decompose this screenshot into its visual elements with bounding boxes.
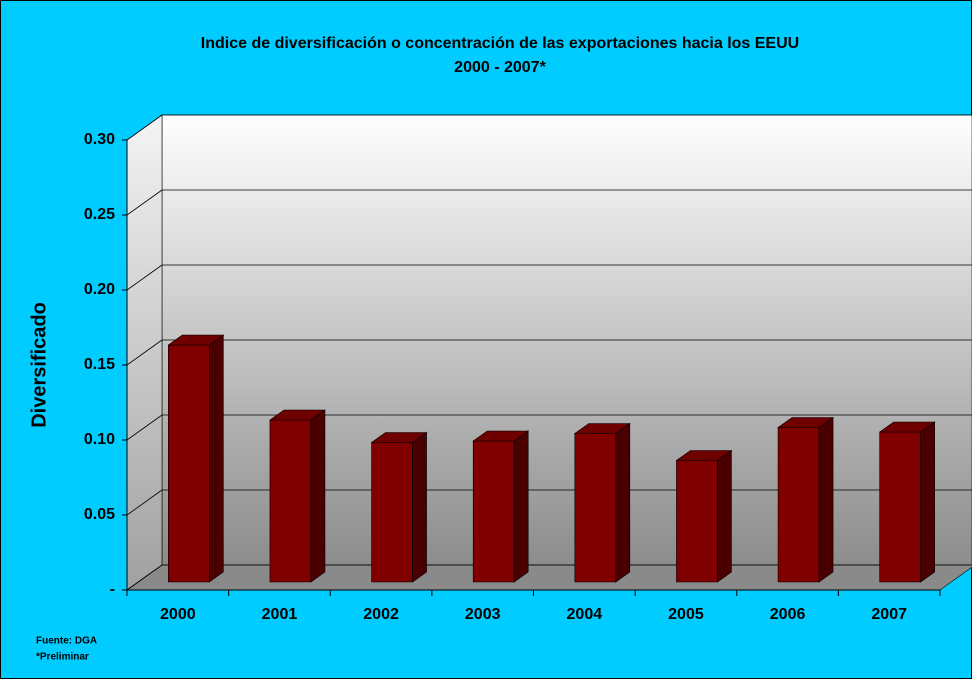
y-tick-label: 0.05 bbox=[84, 506, 115, 523]
x-tick-label: 2004 bbox=[567, 606, 603, 623]
grid-line bbox=[126, 564, 163, 591]
annotation: *Preliminar bbox=[36, 652, 89, 663]
floor bbox=[126, 564, 972, 591]
x-tick-label: 2003 bbox=[465, 606, 501, 623]
y-tick-label: - bbox=[110, 581, 115, 598]
bar-top bbox=[167, 334, 225, 346]
bar bbox=[675, 449, 733, 583]
bar bbox=[878, 421, 936, 583]
bar-side bbox=[920, 421, 935, 583]
x-tick-label: 2000 bbox=[160, 606, 196, 623]
y-tick-label: 0.15 bbox=[84, 356, 115, 373]
bar-front bbox=[879, 431, 921, 583]
x-tick-label: 2007 bbox=[871, 606, 907, 623]
bar-side bbox=[615, 422, 631, 583]
bar bbox=[167, 334, 225, 583]
y-tick-label: 0.25 bbox=[84, 206, 115, 223]
bar-side bbox=[717, 449, 732, 583]
bar bbox=[573, 422, 631, 583]
bar-side bbox=[310, 409, 326, 583]
grid-line bbox=[126, 114, 163, 141]
grid-line bbox=[126, 339, 163, 366]
grid-line bbox=[126, 189, 163, 216]
bar-side bbox=[513, 430, 529, 583]
bar-front bbox=[371, 442, 413, 583]
y-axis-label: Diversificado bbox=[28, 302, 50, 428]
x-tick-label: 2005 bbox=[668, 606, 704, 623]
bar-front bbox=[574, 433, 617, 583]
bar-side bbox=[209, 334, 224, 583]
bar-front bbox=[269, 419, 312, 583]
x-tick-label: 2006 bbox=[770, 606, 806, 623]
bar-top bbox=[777, 417, 834, 428]
bar-top bbox=[878, 421, 936, 433]
grid-line bbox=[126, 264, 163, 291]
bar-side bbox=[818, 416, 834, 583]
y-tick-label: 0.20 bbox=[84, 281, 115, 298]
bar bbox=[269, 409, 326, 583]
grid-line bbox=[126, 489, 163, 516]
x-tick-label: 2001 bbox=[262, 606, 298, 623]
bar-top bbox=[573, 423, 631, 434]
bar-top bbox=[370, 432, 428, 443]
grid-line bbox=[126, 414, 163, 441]
x-tick-label: 2002 bbox=[363, 606, 399, 623]
annotation: Fuente: DGA bbox=[36, 636, 97, 647]
bar-front bbox=[472, 440, 515, 583]
bar bbox=[370, 431, 428, 583]
bar-front bbox=[168, 344, 210, 583]
bar-top bbox=[675, 450, 733, 461]
bar-top bbox=[269, 409, 326, 421]
bar-front bbox=[676, 460, 718, 583]
bar bbox=[777, 416, 834, 583]
bar-side bbox=[412, 431, 427, 583]
bar bbox=[472, 430, 530, 583]
chart-title: Indice de diversificación o concentració… bbox=[201, 35, 799, 52]
bar-top bbox=[472, 430, 530, 442]
bar-front bbox=[777, 427, 820, 583]
chart-subtitle: 2000 - 2007* bbox=[454, 59, 546, 76]
y-tick-label: 0.30 bbox=[84, 131, 115, 148]
y-tick-label: 0.10 bbox=[84, 431, 115, 448]
